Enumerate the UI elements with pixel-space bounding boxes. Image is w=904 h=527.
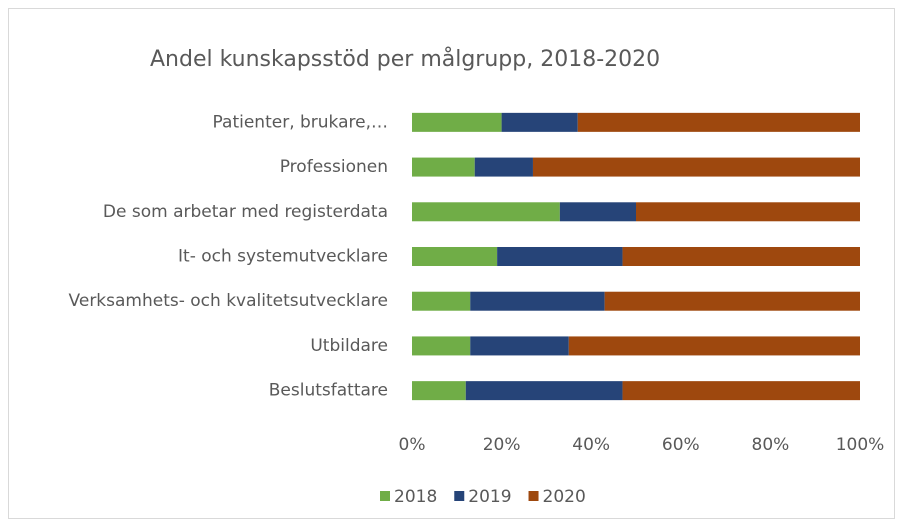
y-tick-label: Utbildare [310,336,388,356]
x-tick-label: 40% [572,435,610,455]
bar-segment [604,291,860,311]
legend-swatch [454,491,465,501]
bar-segment [532,157,860,177]
bar-segment [412,157,475,177]
legend-label: 2020 [543,487,586,507]
bar-segment [465,381,623,401]
bar-segment [412,247,498,266]
legend-swatch [380,491,390,501]
y-tick-label: It- och systemutvecklare [178,247,388,267]
bar-segment [412,291,471,311]
bar-segment [577,112,860,132]
x-tick-label: 80% [752,435,790,455]
bar-segment [559,202,636,222]
bar-segment [470,336,569,356]
bar-segment [636,202,860,222]
y-tick-label: Professionen [280,157,388,177]
y-tick-label: Verksamhets- och kvalitetsutvecklare [69,291,388,311]
bar-segment [474,157,533,177]
legend-label: 2019 [468,487,511,507]
x-tick-label: 20% [483,435,521,455]
x-tick-label: 0% [399,435,426,455]
bar-segment [501,112,578,132]
y-tick-label: Beslutsfattare [269,381,388,401]
legend-swatch [528,491,539,501]
bar-segment [412,381,466,401]
y-tick-label: De som arbetar med registerdata [103,202,388,222]
bar-segment [412,336,471,356]
bar-segment [412,202,560,222]
legend-label: 2018 [394,487,437,507]
bar-segment [622,381,860,401]
x-tick-label: 100% [836,435,885,455]
bar-segment [568,336,860,356]
y-tick-label: Patienter, brukare,… [213,112,388,132]
chart-title: Andel kunskapsstöd per målgrupp, 2018-20… [150,46,660,72]
bar-segment [470,291,605,311]
bar-segment [412,112,502,132]
bar-segment [622,247,860,266]
x-tick-label: 60% [662,435,700,455]
bar-segment [497,247,623,266]
